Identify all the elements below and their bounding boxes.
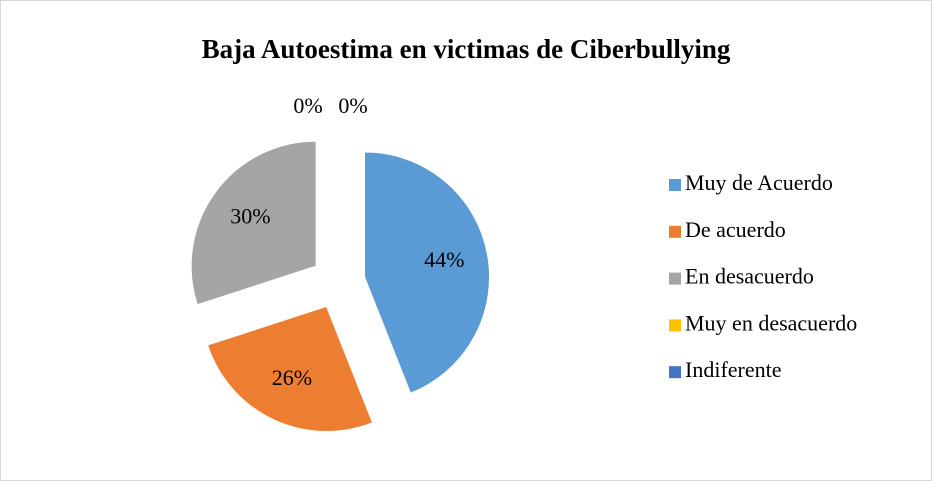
data-label: 30% [230,203,270,228]
legend-swatch [669,272,681,285]
pie-slice [206,305,374,432]
data-label: 0% [293,93,322,118]
legend-label: Indiferente [685,357,782,382]
data-label: 44% [424,247,464,272]
legend-swatch [669,225,681,238]
data-label: 0% [338,93,367,118]
legend-swatch [669,366,681,379]
data-label: 26% [272,365,312,390]
pie-slice [190,140,317,306]
legend-swatch [669,179,681,191]
legend-label: Muy en desacuerdo [685,310,857,335]
legend-label: En desacuerdo [685,264,814,289]
pie-slice [364,151,490,394]
legend-label: De acuerdo [685,217,786,242]
legend-swatch [669,319,681,332]
chart-title: Baja Autoestima en victimas de Ciberbull… [202,34,731,64]
legend-label: Muy de Acuerdo [685,170,833,195]
